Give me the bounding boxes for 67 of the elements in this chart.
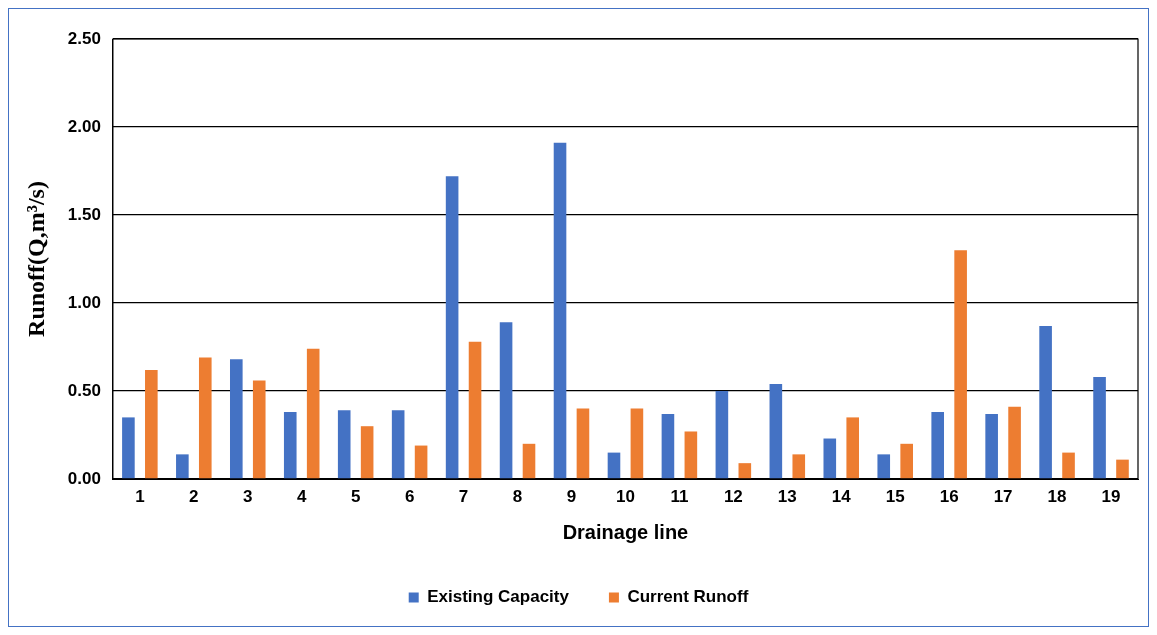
bar	[769, 383, 783, 479]
bar	[792, 454, 806, 479]
bar	[176, 454, 189, 479]
x-tick-label: 14	[831, 487, 852, 507]
bar	[684, 431, 698, 479]
y-tick-label: 0.50	[67, 380, 101, 400]
bar	[306, 348, 320, 479]
x-tick-label: 1	[135, 487, 145, 507]
bar	[283, 412, 297, 479]
bar	[661, 413, 675, 479]
bar	[877, 454, 891, 479]
x-tick-label: 19	[1101, 487, 1121, 507]
bar	[445, 176, 459, 479]
bar	[414, 445, 428, 479]
bar	[985, 413, 998, 479]
x-tick-label: 18	[1047, 487, 1067, 507]
y-axis-title: Runoff(Q,m³/s)	[22, 181, 49, 337]
bar	[360, 426, 374, 479]
bar	[715, 391, 729, 479]
bar	[522, 443, 536, 479]
bar	[1039, 325, 1052, 479]
y-tick-label: 1.00	[67, 292, 101, 312]
bar	[1116, 459, 1129, 479]
bar	[468, 341, 482, 479]
bar	[607, 452, 621, 479]
x-axis-title: Drainage line	[562, 520, 689, 543]
bar	[846, 417, 860, 479]
x-tick-label: 4	[296, 487, 307, 507]
x-tick-label: 11	[670, 487, 689, 507]
bar	[499, 322, 513, 479]
bar	[198, 357, 212, 479]
x-tick-label: 15	[885, 487, 905, 507]
bar	[576, 408, 590, 479]
x-tick-label: 10	[615, 487, 635, 507]
bar	[823, 438, 837, 479]
bar	[1093, 376, 1106, 479]
y-tick-label: 0.00	[67, 468, 101, 488]
bar	[954, 250, 967, 479]
bar	[145, 369, 158, 479]
legend-label: Existing Capacity	[427, 587, 570, 607]
bar	[337, 410, 351, 479]
bar	[391, 410, 405, 479]
bar	[1062, 452, 1075, 479]
x-tick-label: 12	[723, 487, 743, 507]
x-tick-label: 17	[993, 487, 1013, 507]
bar	[738, 463, 752, 479]
y-tick-label: 1.50	[67, 204, 101, 224]
bar	[252, 380, 266, 479]
bar	[900, 443, 913, 479]
x-tick-label: 9	[566, 487, 577, 507]
y-tick-label: 2.50	[67, 28, 101, 48]
x-tick-label: 16	[939, 487, 959, 507]
bar	[553, 142, 567, 479]
legend-label: Current Runoff	[627, 587, 749, 607]
bar	[230, 359, 243, 479]
x-tick-label: 3	[243, 487, 253, 507]
bar	[122, 417, 135, 479]
y-tick-label: 2.00	[67, 116, 101, 136]
x-tick-label: 13	[777, 487, 797, 507]
x-tick-label: 7	[458, 487, 469, 507]
x-tick-label: 2	[189, 487, 199, 507]
x-tick-label: 8	[512, 487, 523, 507]
x-tick-label: 6	[404, 487, 415, 507]
bar	[931, 412, 944, 479]
bar	[1008, 406, 1021, 479]
x-tick-label: 5	[350, 487, 361, 507]
bar	[630, 408, 644, 479]
